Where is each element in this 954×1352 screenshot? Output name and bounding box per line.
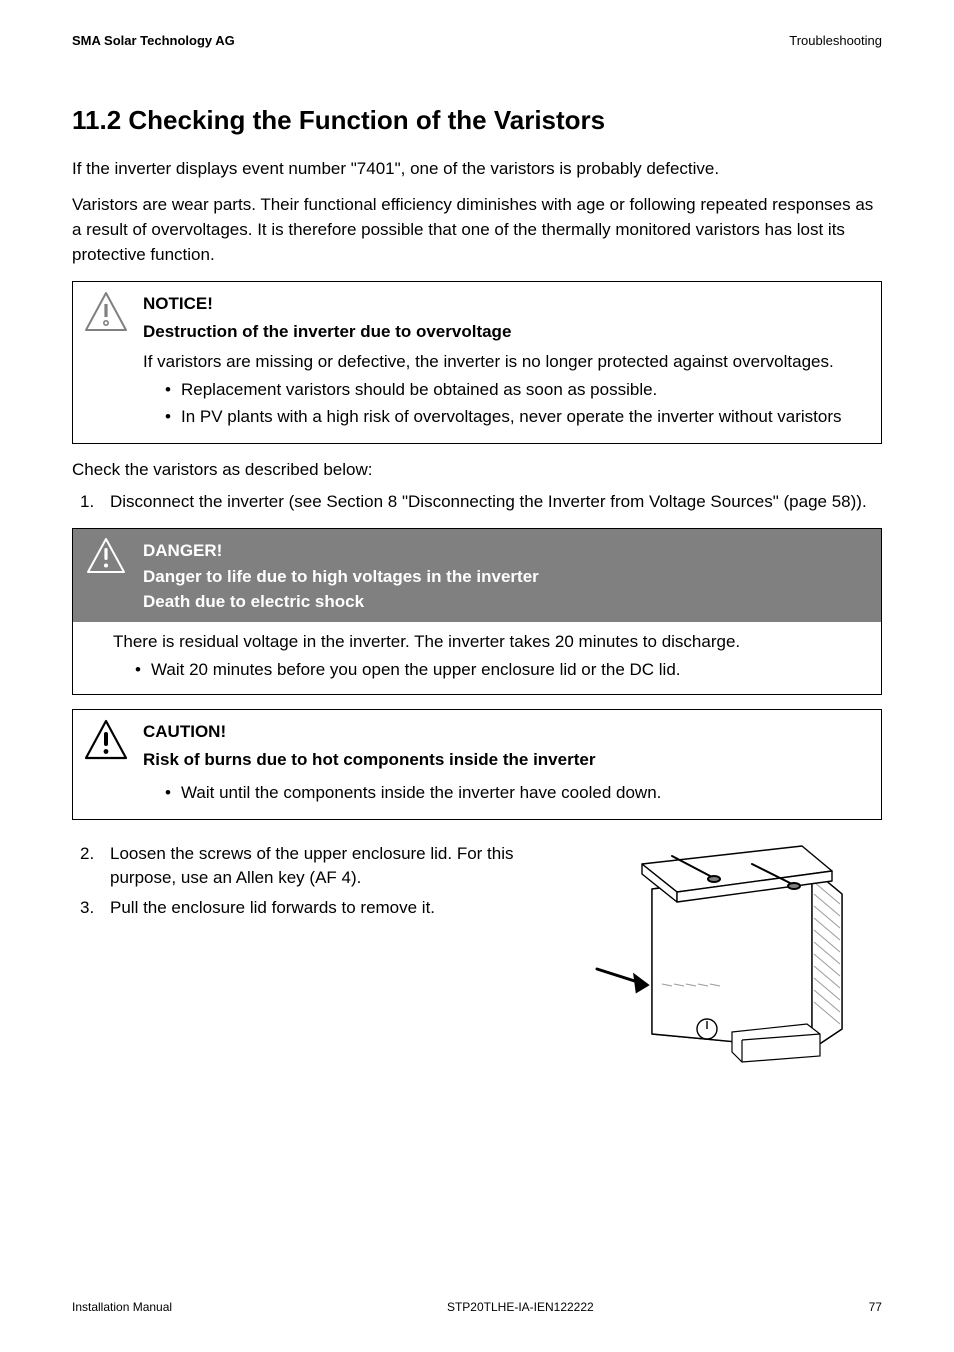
footer-right: 77	[869, 1299, 882, 1316]
caution-subtitle: Risk of burns due to hot components insi…	[143, 748, 871, 772]
intro-paragraph-1: If the inverter displays event number "7…	[72, 157, 882, 182]
notice-subtitle: Destruction of the inverter due to overv…	[143, 320, 871, 344]
caution-icon	[83, 718, 129, 762]
footer-left: Installation Manual	[72, 1299, 172, 1316]
step-list-2: Loosen the screws of the upper enclosure…	[72, 842, 532, 919]
notice-icon	[83, 290, 129, 334]
danger-sub-2: Death due to electric shock	[143, 590, 871, 614]
notice-callout: NOTICE! Destruction of the inverter due …	[72, 281, 882, 444]
header-section: Troubleshooting	[789, 32, 882, 50]
danger-bullet: Wait 20 minutes before you open the uppe…	[135, 658, 867, 682]
step-3: Pull the enclosure lid forwards to remov…	[72, 896, 532, 920]
danger-icon	[83, 537, 129, 575]
footer-center: STP20TLHE-IA-IEN122222	[447, 1299, 594, 1316]
notice-bullet-2: In PV plants with a high risk of overvol…	[165, 405, 867, 429]
page-footer: Installation Manual STP20TLHE-IA-IEN1222…	[72, 1299, 882, 1316]
notice-bullet-1: Replacement varistors should be obtained…	[165, 378, 867, 402]
notice-bullet-2a: In PV plants with a high risk of overvol…	[181, 407, 519, 426]
steps-with-figure: Loosen the screws of the upper enclosure…	[72, 834, 882, 1064]
step-2: Loosen the screws of the upper enclosure…	[72, 842, 532, 890]
danger-callout: DANGER! Danger to life due to high volta…	[72, 528, 882, 695]
section-title: 11.2 Checking the Function of the Varist…	[72, 102, 882, 138]
danger-tag: DANGER!	[143, 539, 871, 563]
check-lead: Check the varistors as described below:	[72, 458, 882, 482]
step-list-1: Disconnect the inverter (see Section 8 "…	[72, 490, 882, 514]
caution-bullet: Wait until the components inside the inv…	[165, 781, 867, 805]
notice-bullet-2b: never	[519, 407, 562, 426]
notice-tag: NOTICE!	[143, 292, 871, 316]
danger-sub-1: Danger to life due to high voltages in t…	[143, 565, 871, 589]
company-name: SMA Solar Technology AG	[72, 32, 235, 50]
caution-callout: CAUTION! Risk of burns due to hot compon…	[72, 709, 882, 820]
intro-paragraph-2: Varistors are wear parts. Their function…	[72, 193, 882, 267]
caution-tag: CAUTION!	[143, 720, 871, 744]
notice-bullet-2c: operate the inverter without varistors	[562, 407, 842, 426]
step-1: Disconnect the inverter (see Section 8 "…	[72, 490, 882, 514]
inverter-illustration	[562, 834, 872, 1064]
notice-lead: If varistors are missing or defective, t…	[143, 350, 867, 374]
page-header: SMA Solar Technology AG Troubleshooting	[72, 32, 882, 50]
danger-lead: There is residual voltage in the inverte…	[113, 630, 867, 654]
